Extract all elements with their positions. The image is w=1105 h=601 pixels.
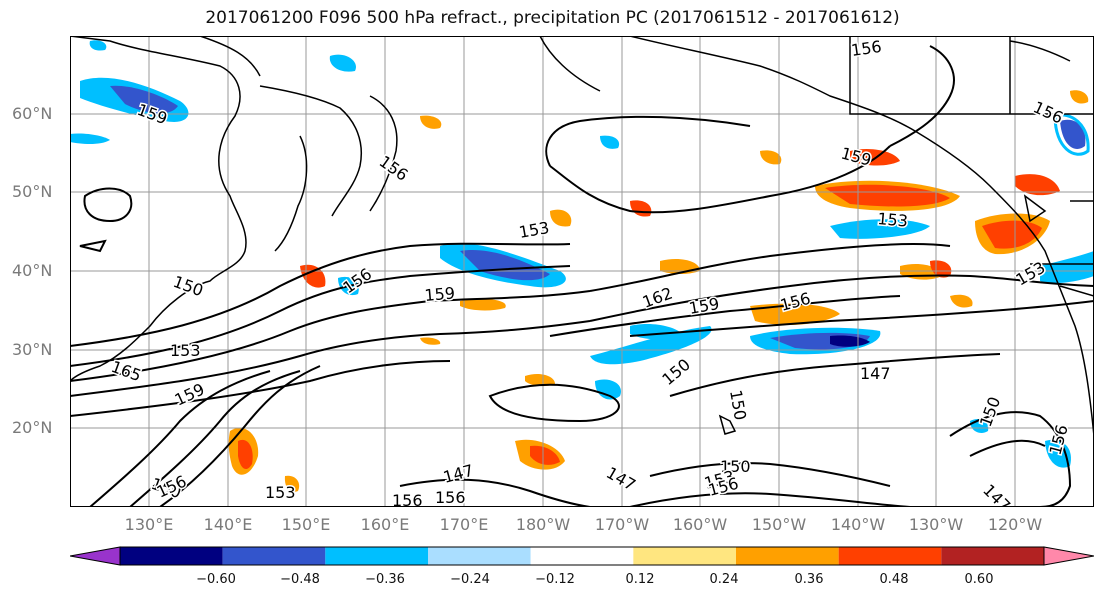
contour-label: 150 xyxy=(171,272,206,300)
contour-label: 159 xyxy=(172,379,208,409)
contour-label: 150 xyxy=(658,355,694,389)
lon-label-160e: 160°E xyxy=(360,515,410,534)
contour-label: 156 xyxy=(435,488,466,507)
contour-label: 147 xyxy=(603,463,639,495)
contour-label: 156 xyxy=(376,152,412,185)
lon-label-170w: 170°W xyxy=(594,515,650,534)
contour-label: 156 xyxy=(850,37,883,60)
colorbar-segment xyxy=(325,547,428,565)
colorbar-segment xyxy=(941,547,1044,565)
lat-label-30: 30°N xyxy=(12,340,53,359)
colorbar-segment xyxy=(222,547,326,565)
refractivity-contours xyxy=(70,45,1094,507)
lat-label-40: 40°N xyxy=(12,261,53,280)
colorbar-tick: 0.12 xyxy=(625,572,655,587)
contour-label: 153 xyxy=(265,483,296,502)
contour-label: 147 xyxy=(441,461,475,487)
colorbar-segment xyxy=(120,547,223,565)
lon-label-130e: 130°E xyxy=(124,515,174,534)
lon-label-140e: 140°E xyxy=(203,515,253,534)
colorbar-segment xyxy=(838,547,942,565)
contour-label: 153 xyxy=(877,209,909,231)
colorbar-tick: −0.48 xyxy=(280,572,320,587)
lat-label-50: 50°N xyxy=(12,182,53,201)
contour-label: 165 xyxy=(109,357,144,385)
contour-label: 153 xyxy=(517,218,550,242)
colorbar-tick: −0.36 xyxy=(365,572,405,587)
colorbar-segment xyxy=(428,547,531,565)
lon-label-160w: 160°W xyxy=(672,515,728,534)
lon-label-130w: 130°W xyxy=(908,515,964,534)
colorbar-segment xyxy=(530,547,634,565)
contour-label: 153 xyxy=(170,341,201,360)
contour-label: 159 xyxy=(687,294,720,318)
lon-label-150w: 150°W xyxy=(751,515,807,534)
lon-label-150e: 150°E xyxy=(281,515,331,534)
colorbar-tick: 0.36 xyxy=(794,572,824,587)
lon-label-140w: 140°W xyxy=(830,515,886,534)
contour-label: 147 xyxy=(860,364,891,383)
colorbar-tick: −0.24 xyxy=(450,572,490,587)
contour-label: 162 xyxy=(640,283,675,311)
contour-label: 150 xyxy=(726,388,750,421)
coastlines xyxy=(70,36,1094,437)
colorbar-extend-low xyxy=(70,546,121,566)
contour-label: 153 xyxy=(1013,258,1049,290)
colorbar-tick: −0.12 xyxy=(535,572,575,587)
colorbar-tick: 0.60 xyxy=(964,572,994,587)
precip-shading xyxy=(70,40,1094,492)
colorbar-tick: −0.60 xyxy=(196,572,236,587)
colorbar xyxy=(70,546,1094,566)
lon-label-180w: 180°W xyxy=(515,515,571,534)
colorbar-outline xyxy=(119,546,1045,566)
contour-label: 150 xyxy=(976,394,1004,429)
contour-label: 147 xyxy=(979,480,1014,507)
colorbar-extend-high xyxy=(1043,546,1094,566)
chart-title: 2017061200 F096 500 hPa refract., precip… xyxy=(205,8,900,28)
colorbar-segment xyxy=(633,547,736,565)
lon-label-120w: 120°W xyxy=(987,515,1043,534)
colorbar-tick: 0.48 xyxy=(879,572,909,587)
contour-label: 156 xyxy=(392,491,423,507)
lat-label-20: 20°N xyxy=(12,418,53,437)
lat-label-60: 60°N xyxy=(12,104,53,123)
colorbar-segment xyxy=(736,547,839,565)
contour-label: 150 xyxy=(720,457,751,476)
colorbar-tick: 0.24 xyxy=(709,572,739,587)
contour-label: 159 xyxy=(839,144,873,170)
contour-label: 159 xyxy=(424,283,456,305)
lon-label-170e: 170°E xyxy=(439,515,489,534)
map-panel: 156 159 156 156 159 153 153 150 156 159 162 159 156 1… xyxy=(70,36,1094,507)
